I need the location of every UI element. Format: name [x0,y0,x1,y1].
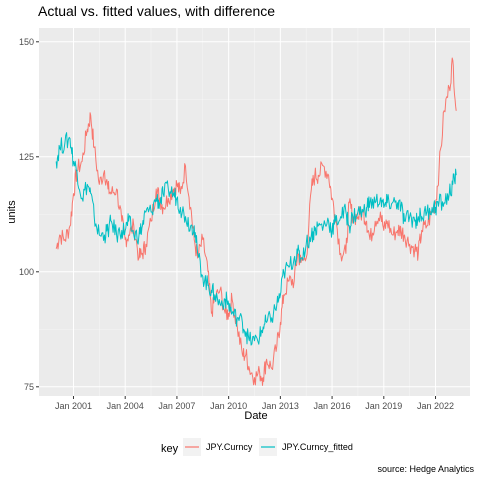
x-axis-title: Date [244,410,267,422]
y-axis-title: units [6,200,18,224]
chart-title: Actual vs. fitted values, with differenc… [38,3,275,19]
gridlines [39,28,470,396]
x-tick-label: Jan 2004 [107,401,144,411]
legend-label: JPY.Curncy_fitted [282,442,353,452]
y-tick-label: 150 [19,37,34,47]
x-tick-label: Jan 2022 [417,401,454,411]
series-line-fitted [55,132,457,346]
x-tick-label: Jan 2013 [262,401,299,411]
y-tick-label: 75 [24,382,34,392]
chart-caption: source: Hedge Analytics [377,464,474,474]
series-lines [55,57,457,386]
x-tick-label: Jan 2019 [365,401,402,411]
x-tick-label: Jan 2007 [158,401,195,411]
y-tick-label: 100 [19,267,34,277]
x-tick-label: Jan 2016 [314,401,351,411]
legend: key JPY.Curncy JPY.Curncy_fitted [161,438,353,456]
legend-label: JPY.Curncy [206,442,253,452]
x-tick-label: Jan 2001 [55,401,92,411]
axes: Jan 2001 Jan 2004 Jan 2007 Jan 2010 Jan 2013… [19,37,454,411]
y-tick-label: 125 [19,152,34,162]
x-tick-label: Jan 2010 [210,401,247,411]
legend-title: key [161,443,179,455]
